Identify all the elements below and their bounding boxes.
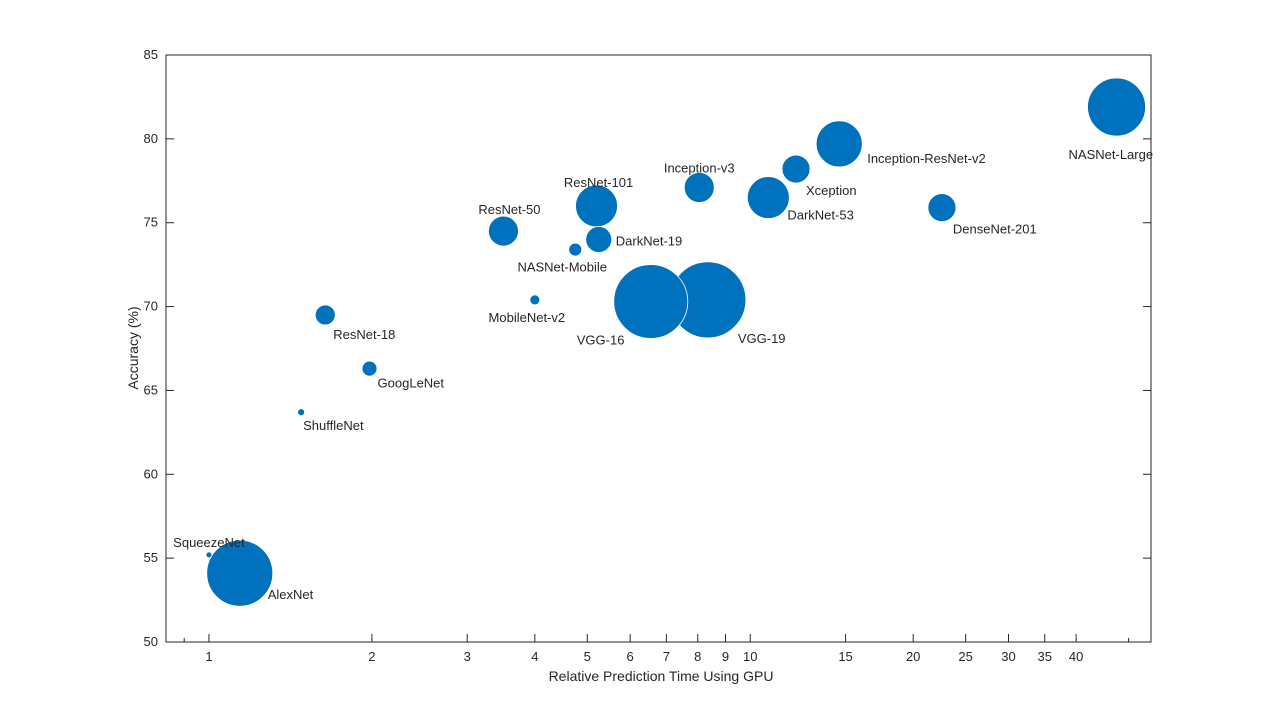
- x-tick-label: 1: [205, 649, 212, 664]
- bubble-mobilenet-v2: [529, 294, 541, 306]
- bubble-label: Inception-v3: [664, 160, 735, 175]
- x-tick-label: 15: [838, 649, 852, 664]
- bubble-vgg-16: [613, 264, 689, 339]
- bubble-densenet-201: [927, 193, 957, 223]
- x-tick-label: 30: [1001, 649, 1015, 664]
- bubble-label: ResNet-18: [333, 327, 395, 342]
- bubble-label: SqueezeNet: [173, 535, 245, 550]
- bubble-resnet-50: [488, 215, 519, 247]
- bubble-label: MobileNet-v2: [489, 310, 566, 325]
- bubble-nasnet-large: [1087, 77, 1146, 137]
- x-tick-label: 4: [531, 649, 538, 664]
- x-axis-label: Relative Prediction Time Using GPU: [549, 668, 774, 684]
- bubble-resnet-101: [575, 184, 618, 228]
- x-tick-label: 10: [743, 649, 757, 664]
- bubble-googlenet: [361, 360, 378, 377]
- x-tick-label: 6: [627, 649, 634, 664]
- y-tick-label: 50: [144, 634, 158, 649]
- bubble-label: DenseNet-201: [953, 222, 1037, 237]
- x-tick-label: 8: [694, 649, 701, 664]
- y-tick-label: 75: [144, 215, 158, 230]
- bubble-darknet-19: [585, 226, 613, 253]
- bubble-inception-v3: [683, 172, 715, 203]
- bubble-label: GoogLeNet: [378, 376, 445, 391]
- bubble-label: ResNet-101: [564, 175, 633, 190]
- x-tick-label: 3: [464, 649, 471, 664]
- bubble-squeezenet: [205, 551, 213, 559]
- bubble-label: VGG-16: [577, 333, 625, 348]
- bubble-labels: SqueezeNet AlexNet ShuffleNet ResNet-18 Goog…: [173, 147, 1153, 602]
- bubble-label: AlexNet: [268, 587, 314, 602]
- x-tick-label: 2: [368, 649, 375, 664]
- bubble-alexnet: [206, 539, 274, 607]
- y-axis-label: Accuracy (%): [125, 306, 141, 389]
- y-tick-label: 70: [144, 299, 158, 314]
- x-tick-label: 40: [1069, 649, 1083, 664]
- bubble-nasnet-mobile: [568, 242, 583, 257]
- bubble-label: NASNet-Large: [1069, 147, 1154, 162]
- bubble-label: VGG-19: [738, 331, 786, 346]
- x-tick-label: 25: [958, 649, 972, 664]
- bubble-xception: [781, 154, 811, 184]
- bubble-label: Inception-ResNet-v2: [867, 151, 986, 166]
- bubble-label: NASNet-Mobile: [517, 260, 607, 275]
- x-tick-label: 35: [1038, 649, 1052, 664]
- plot-area: [165, 54, 1152, 643]
- x-tick-label: 7: [663, 649, 670, 664]
- bubble-label: DarkNet-19: [616, 233, 682, 248]
- bubble-inception-resnet-v2: [815, 120, 863, 168]
- bubble-label: Xception: [806, 183, 857, 198]
- x-axis: 1 2 3 4 5 6 7 8 9 10 15 20 25 30 35 40: [183, 634, 1130, 664]
- bubbles: [205, 77, 1146, 607]
- x-tick-label: 20: [906, 649, 920, 664]
- bubble-label: DarkNet-53: [787, 208, 853, 223]
- bubble-label: ResNet-50: [478, 202, 540, 217]
- y-tick-label: 55: [144, 550, 158, 565]
- bubble-shufflenet: [297, 408, 306, 417]
- y-axis: 50 55 60 65 70 75 80 85: [144, 47, 1151, 649]
- bubble-darknet-53: [746, 176, 790, 219]
- y-tick-label: 85: [144, 47, 158, 62]
- x-tick-label: 9: [722, 649, 729, 664]
- bubble-resnet-18: [314, 304, 336, 326]
- bubble-label: ShuffleNet: [303, 418, 364, 433]
- y-tick-label: 60: [144, 466, 158, 481]
- y-tick-label: 80: [144, 131, 158, 146]
- y-tick-label: 65: [144, 382, 158, 397]
- x-tick-label: 5: [584, 649, 591, 664]
